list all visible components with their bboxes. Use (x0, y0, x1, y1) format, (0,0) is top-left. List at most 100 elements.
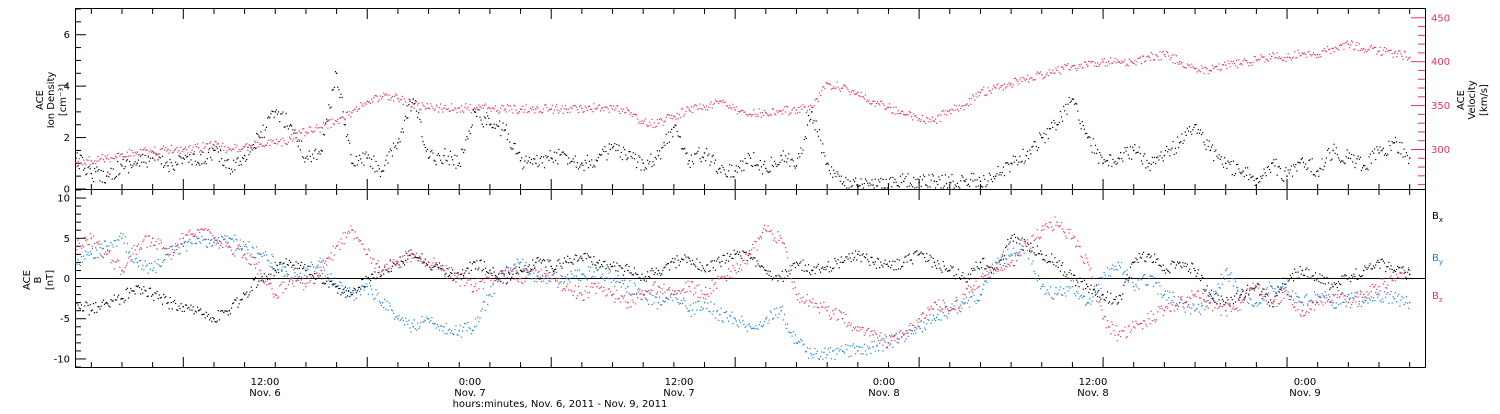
density-sample (216, 146, 217, 147)
bx-sample (124, 302, 125, 303)
by-sample (371, 289, 372, 290)
bx-sample (1031, 251, 1032, 252)
velocity-sample (392, 96, 393, 97)
density-point (1378, 152, 1379, 153)
velocity-point (642, 122, 643, 123)
bx-sample (212, 317, 213, 318)
velocity-sample (925, 123, 926, 124)
bx-sample (536, 258, 537, 259)
by-sample (477, 317, 478, 318)
by-sample (1117, 269, 1118, 270)
bx-sample (189, 309, 190, 310)
velocity-sample (943, 110, 944, 111)
density-sample (465, 139, 466, 140)
by-sample (260, 254, 261, 255)
bx-sample (886, 264, 887, 265)
velocity-sample (340, 117, 341, 118)
density-sample (766, 170, 767, 171)
bx-sample (716, 260, 717, 261)
density-sample (400, 141, 401, 142)
velocity-sample (864, 98, 865, 99)
density-sample (1352, 161, 1353, 162)
density-point (428, 157, 429, 158)
by-sample (341, 285, 342, 286)
velocity-sample (1171, 54, 1172, 55)
by-sample (248, 241, 249, 242)
density-sample (897, 185, 898, 186)
density-sample (967, 185, 968, 186)
density-sample (385, 160, 386, 161)
density-sample (996, 173, 997, 174)
by-sample (119, 236, 120, 237)
density-sample (93, 181, 94, 182)
bx-sample (588, 255, 589, 256)
velocity-sample (875, 106, 876, 107)
velocity-point (121, 153, 122, 154)
velocity-sample (1116, 62, 1117, 63)
velocity-sample (997, 83, 998, 84)
velocity-sample (465, 103, 466, 104)
by-sample (647, 300, 648, 301)
density-sample (679, 136, 680, 137)
bx-sample (580, 256, 581, 257)
density-sample (530, 162, 531, 163)
bx-sample (227, 311, 228, 312)
density-sample (355, 165, 356, 166)
density-sample (441, 162, 442, 163)
velocity-sample (681, 108, 682, 109)
bx-sample (966, 281, 967, 282)
bx-sample (855, 250, 856, 251)
velocity-sample (885, 109, 886, 110)
velocity-sample (993, 85, 994, 86)
velocity-sample (569, 112, 570, 113)
by-sample (567, 274, 568, 275)
density-sample (1059, 122, 1060, 123)
by-sample (1150, 276, 1151, 277)
density-sample (247, 147, 248, 148)
by-sample (282, 266, 283, 267)
bx-sample (866, 254, 867, 255)
by-sample (262, 256, 263, 257)
by-sample (774, 308, 775, 309)
by-sample (339, 281, 340, 282)
bx-sample (414, 257, 415, 258)
velocity-sample (92, 163, 93, 164)
by-sample (1152, 276, 1153, 277)
density-sample (518, 152, 519, 153)
velocity-sample (698, 108, 699, 109)
velocity-sample (703, 105, 704, 106)
by-sample (471, 333, 472, 334)
velocity-sample (470, 104, 471, 105)
bx-sample (609, 268, 610, 269)
by-sample (435, 323, 436, 324)
by-sample (174, 250, 175, 251)
velocity-sample (766, 113, 767, 114)
bx-sample (1162, 270, 1163, 271)
velocity-sample (978, 92, 979, 93)
by-sample (1318, 296, 1319, 297)
bx-sample (951, 267, 952, 268)
density-sample (705, 160, 706, 161)
bx-sample (694, 264, 695, 265)
density-sample (270, 113, 271, 114)
velocity-sample (1039, 73, 1040, 74)
bx-sample (759, 265, 760, 266)
velocity-sample (984, 94, 985, 95)
velocity-sample (252, 145, 253, 146)
bx-point (949, 270, 950, 271)
density-sample (998, 174, 999, 175)
bx-sample (726, 260, 727, 261)
density-sample (1283, 181, 1284, 182)
by-sample (910, 329, 911, 330)
density-point (275, 111, 276, 112)
by-sample (1401, 296, 1402, 297)
velocity-sample (363, 105, 364, 106)
by-sample (1093, 296, 1094, 297)
density-sample (975, 186, 976, 187)
by-sample (393, 313, 394, 314)
by-sample (221, 236, 222, 237)
by-sample (438, 326, 439, 327)
by-sample (585, 276, 586, 277)
velocity-point (658, 122, 659, 123)
velocity-sample (961, 106, 962, 107)
